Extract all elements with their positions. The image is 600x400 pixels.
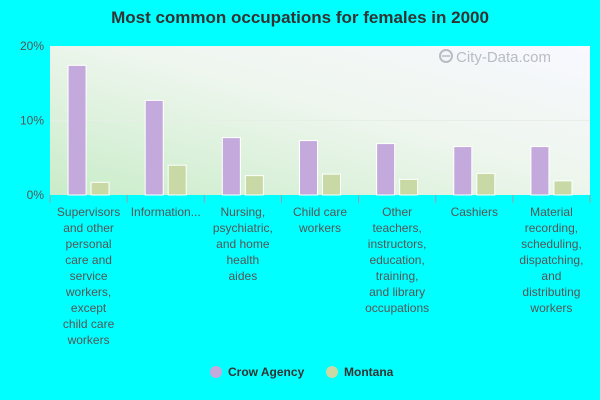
x-tick-label-line: health bbox=[227, 253, 260, 267]
x-tick-label: Nursing, psychiatric, and home health aides bbox=[213, 205, 273, 283]
x-tick-label-line: workers bbox=[67, 333, 110, 347]
x-tick-label: Supervisors and other personal care and serv… bbox=[57, 205, 120, 347]
y-tick-label: 20% bbox=[20, 39, 44, 53]
x-tick-label-line: and home bbox=[216, 237, 270, 251]
x-tick-label-line: aides bbox=[229, 269, 258, 283]
bar-crow-agency bbox=[299, 140, 318, 196]
x-tick-label-line: child care bbox=[63, 317, 115, 331]
x-tick-label: Cashiers bbox=[451, 205, 498, 219]
bar-montana bbox=[399, 178, 419, 196]
x-tick-label-line: service bbox=[70, 269, 108, 283]
x-tick-label-line: training, bbox=[376, 269, 419, 283]
y-tick-label: 10% bbox=[20, 114, 44, 128]
bar-crow-agency bbox=[376, 143, 396, 196]
x-tick-label-line: except bbox=[71, 301, 107, 315]
bar-montana bbox=[244, 175, 264, 196]
x-tick-label-line: teachers, bbox=[372, 221, 421, 235]
legend-label: Montana bbox=[344, 365, 394, 379]
legend-swatch bbox=[326, 366, 338, 378]
x-tick-label-line: and bbox=[541, 269, 561, 283]
x-tick-label: Information... bbox=[131, 205, 201, 219]
bar-montana bbox=[476, 172, 496, 196]
watermark-text: City-Data.com bbox=[456, 49, 551, 66]
x-tick-label-line: care and bbox=[65, 253, 112, 267]
x-tick-label-line: recording, bbox=[525, 221, 578, 235]
x-tick-label-line: and other bbox=[63, 221, 114, 235]
x-tick-label-line: distributing bbox=[522, 285, 580, 299]
bar-crow-agency bbox=[453, 146, 473, 196]
x-tick-label-line: Nursing, bbox=[221, 205, 266, 219]
x-tick-label-line: Child care bbox=[293, 205, 347, 219]
x-tick-label-line: Supervisors bbox=[57, 205, 120, 219]
bar-crow-agency bbox=[67, 64, 87, 196]
x-tick-label-line: workers bbox=[529, 301, 572, 315]
x-tick-label-line: dispatching, bbox=[519, 253, 583, 267]
x-tick-label-line: Information... bbox=[131, 205, 201, 219]
x-tick-label-line: Cashiers bbox=[451, 205, 498, 219]
x-tick-label-line: Other bbox=[382, 205, 412, 219]
bar-crow-agency bbox=[221, 137, 241, 196]
y-tick-label: 0% bbox=[27, 188, 45, 202]
x-tick-label-line: scheduling, bbox=[521, 237, 582, 251]
x-tick-label-line: occupations bbox=[365, 301, 429, 315]
bar-montana bbox=[90, 181, 110, 196]
x-tick-label-line: personal bbox=[66, 237, 112, 251]
x-tick-label: Material recording, scheduling, dispatching… bbox=[519, 205, 583, 315]
x-tick-label-line: Material bbox=[530, 205, 573, 219]
x-tick-label-line: instructors, bbox=[368, 237, 427, 251]
legend-label: Crow Agency bbox=[228, 365, 305, 379]
x-tick-label-line: education, bbox=[369, 253, 424, 267]
x-tick-label: Child care workers bbox=[293, 205, 347, 235]
bar-montana bbox=[322, 173, 341, 196]
x-tick-label-line: workers, bbox=[65, 285, 111, 299]
chart-title: Most common occupations for females in 2… bbox=[111, 8, 489, 27]
watermark: City-Data.com bbox=[439, 49, 551, 66]
x-tick-label-line: and library bbox=[369, 285, 425, 299]
x-tick-label-line: psychiatric, bbox=[213, 221, 273, 235]
bar-montana bbox=[553, 180, 573, 196]
bar-crow-agency bbox=[144, 99, 164, 196]
x-tick-label-line: workers bbox=[298, 221, 341, 235]
bar-montana bbox=[167, 164, 187, 196]
x-tick-label: Other teachers, instructors, education, trai… bbox=[365, 205, 429, 315]
legend-swatch bbox=[210, 366, 222, 378]
bar-crow-agency bbox=[530, 146, 550, 196]
